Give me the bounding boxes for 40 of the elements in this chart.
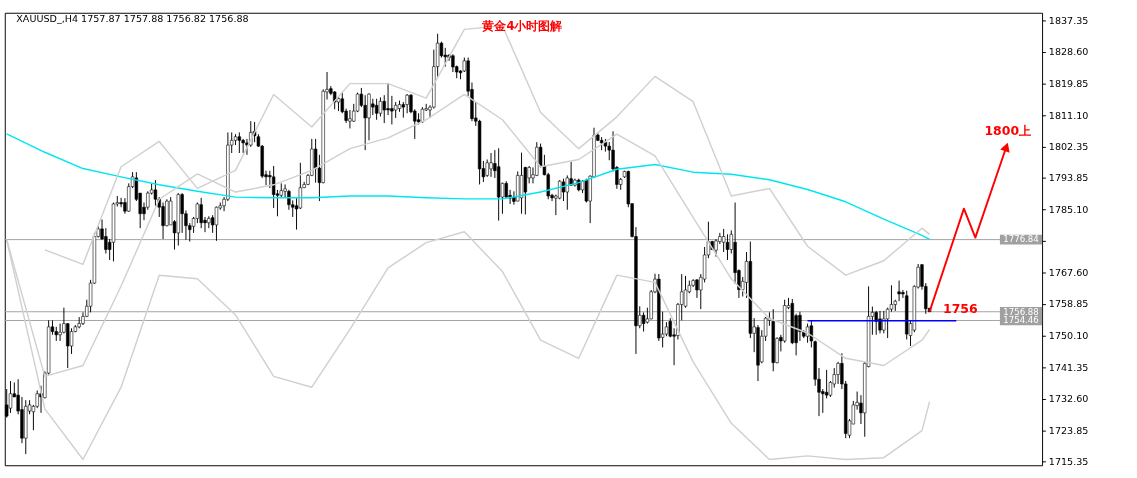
y-tick-label: 1828.60 [1048, 46, 1089, 58]
candlestick [386, 82, 390, 116]
y-tick-label: 1723.85 [1048, 424, 1089, 436]
text: 黄金4小时图解 [481, 19, 563, 34]
annotation: 1756 [943, 300, 978, 316]
candlestick [348, 109, 352, 129]
candlestick [882, 310, 886, 334]
y-tick-label: 1715.35 [1048, 455, 1089, 467]
candlestick [66, 323, 70, 369]
annotation: 1800上 [984, 122, 1032, 138]
candlestick [69, 327, 74, 355]
y-tick-label: 1732.60 [1048, 393, 1089, 405]
candlestick [641, 311, 646, 333]
candlestick [725, 233, 730, 261]
y-tick-label: 1767.60 [1048, 266, 1089, 278]
chart-subtitle: XAUUSD_,H4 1757.87 1757.88 1756.82 1756.88 [16, 13, 249, 25]
ref-line-label: 1776.84 [1003, 234, 1039, 245]
y-tick-label: 1837.35 [1048, 14, 1089, 26]
candlestick [878, 310, 882, 334]
candlestick [378, 96, 383, 117]
candlestick [199, 197, 203, 229]
y-tick-label: 1785.10 [1048, 203, 1089, 215]
y-tick-label: 1793.85 [1048, 172, 1089, 183]
candlestick [119, 197, 123, 208]
y-tick-label: 1811.10 [1048, 109, 1089, 121]
candlestick [897, 280, 901, 302]
ref-line-label: 1756.88 [1003, 306, 1039, 317]
y-tick-label: 1741.35 [1048, 361, 1089, 373]
line-series [5, 133, 931, 241]
y-tick-label: 1819.85 [1048, 78, 1089, 90]
y-tick-label: 1750.10 [1048, 330, 1089, 342]
y-tick-label: 1802.35 [1048, 141, 1089, 153]
candlestick [405, 93, 409, 114]
y-tick-label: 1758.85 [1048, 298, 1089, 310]
candlestick [489, 152, 493, 178]
candlestick [798, 311, 802, 342]
candlestick [695, 278, 699, 299]
ref-line-label: 1754.46 [1003, 315, 1039, 326]
candlestick [58, 323, 62, 342]
candlestick [836, 361, 840, 385]
